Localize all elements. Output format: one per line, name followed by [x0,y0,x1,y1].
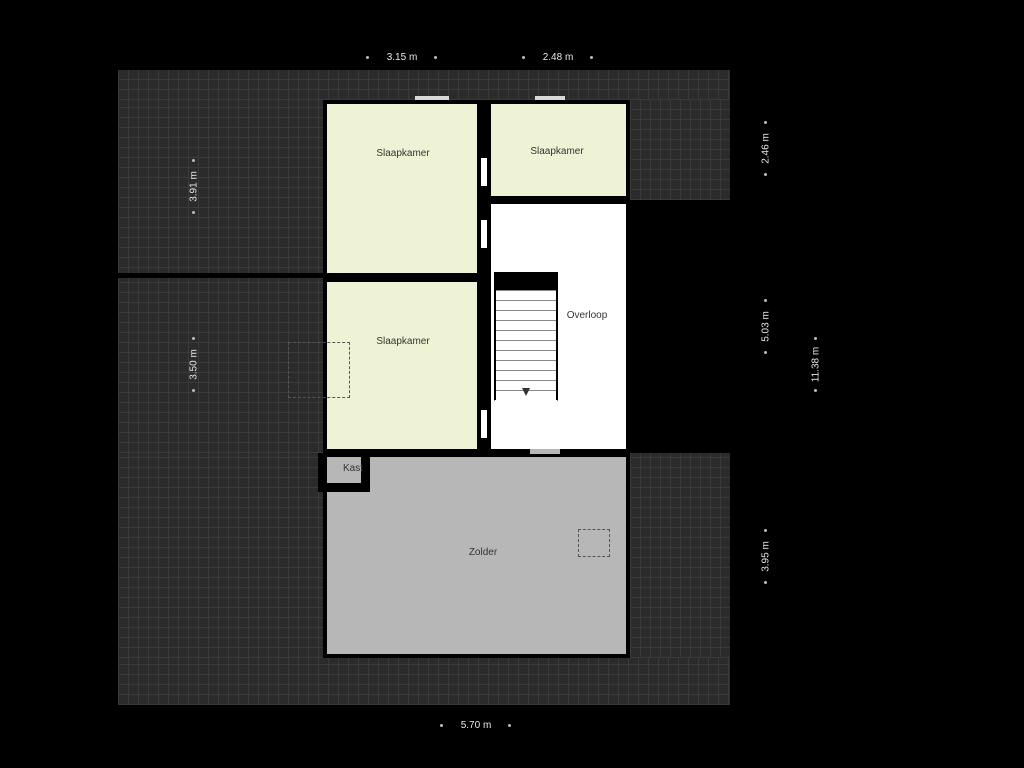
roof-hatched-5 [118,658,730,705]
stair-landing [494,272,558,290]
dim-left-1-dot-b [192,389,195,392]
dashed-bedroom_c_box [288,342,350,398]
label-zolder: Zolder [443,547,523,558]
dashed-zolder_box [578,529,610,557]
stair-rail-left [494,272,496,400]
roof-hatched-6 [630,453,730,658]
door-gap-1 [481,220,487,248]
dim-left-1-dot-a [192,337,195,340]
dim-right-out-0-dot-a [814,337,817,340]
dim-left-0: 3.91 m [189,157,200,217]
floorplan-stage: Slaapkamer Slaapkamer Slaapkamer Overloop Zo… [0,0,1024,768]
dim-left-0-dot-b [192,211,195,214]
dim-right-in-0-dot-b [764,173,767,176]
dim-right-out-0: 11.38 m [811,335,822,395]
wall-seg-6 [318,487,370,492]
label-bedroom_b: Slaapkamer [517,146,597,157]
stair-rail-right [556,272,558,400]
dim-top-0: 3.15 m [372,52,432,63]
dim-right-in-2-dot-a [764,529,767,532]
dim-top-1-dot-b [590,56,593,59]
wall-seg-1 [323,273,485,278]
dim-right-in-1-dot-b [764,351,767,354]
roof-hatched-3 [630,100,730,200]
roof-hatched-4 [118,453,323,658]
door-gap-3 [530,449,560,454]
dim-top-1: 2.48 m [528,52,588,63]
dim-bottom-0: 5.70 m [446,720,506,731]
door-gap-4 [415,96,449,100]
dim-right-out-0-dot-b [814,389,817,392]
dim-left-0-dot-a [192,159,195,162]
dim-top-1-dot-a [522,56,525,59]
dim-bottom-0-dot-b [508,724,511,727]
dim-left-1: 3.50 m [189,335,200,395]
roof-hatched-1 [118,100,323,278]
wall-seg-3 [487,196,630,201]
dim-right-in-0-dot-a [764,121,767,124]
label-kast: Kast [313,463,393,474]
dim-right-in-1: 5.03 m [761,297,772,357]
dim-right-in-2: 3.95 m [761,527,772,587]
dim-top-0-dot-b [434,56,437,59]
dim-right-in-1-dot-a [764,299,767,302]
dim-top-0-dot-a [366,56,369,59]
room-bedroom_a [323,100,481,278]
label-bedroom_a: Slaapkamer [363,148,443,159]
door-gap-0 [481,158,487,186]
dim-bottom-0-dot-a [440,724,443,727]
dim-right-in-0: 2.46 m [761,119,772,179]
wall-seg-4 [118,273,323,278]
label-bedroom_c: Slaapkamer [363,336,443,347]
door-gap-2 [481,410,487,438]
dim-right-in-2-dot-b [764,581,767,584]
label-overloop: Overloop [547,310,627,321]
door-gap-5 [535,96,565,100]
stair-arrow-down [522,388,530,396]
